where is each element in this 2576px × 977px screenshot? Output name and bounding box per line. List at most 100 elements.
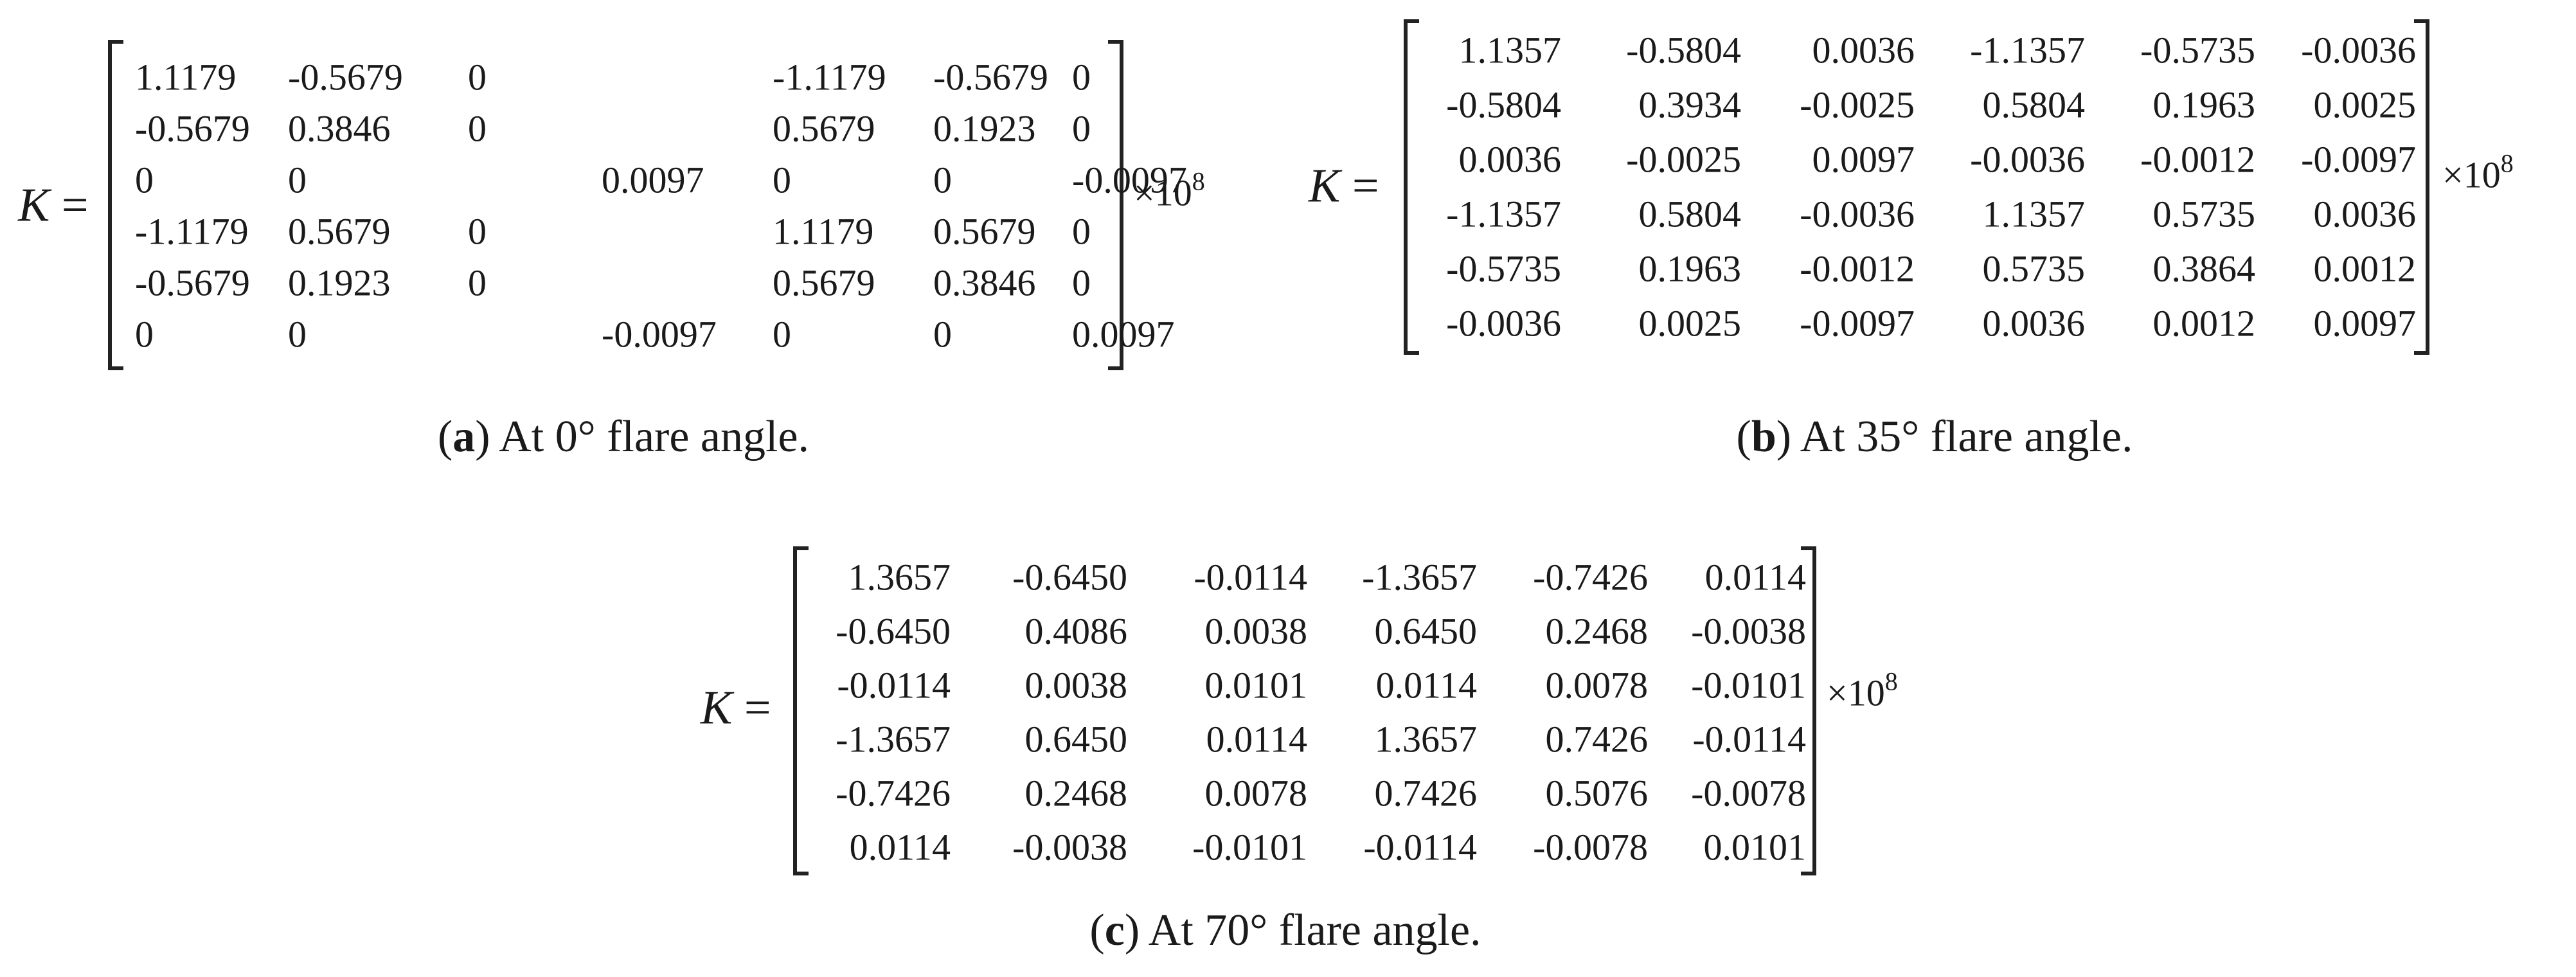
matrix-cell: 0.0097 bbox=[602, 159, 704, 201]
matrix-cell: -0.5679 bbox=[135, 262, 250, 304]
matrix-cell: -0.0097 bbox=[1800, 302, 1915, 345]
right-bracket bbox=[1801, 546, 1816, 875]
matrix-cell: 0.0101 bbox=[1703, 826, 1807, 868]
matrix-cell: 0.0036 bbox=[2313, 193, 2417, 235]
matrix-body: 1.3657 -0.6450 -0.0114 -1.3657 -0.7426 0.0114… bbox=[793, 546, 1816, 875]
matrix-cell: -0.5679 bbox=[135, 107, 250, 150]
matrix-cell: 0.1923 bbox=[933, 107, 1036, 150]
matrix-cell: 0 bbox=[135, 313, 154, 355]
k-equals-label: K = bbox=[18, 179, 89, 232]
matrix-cell: 1.1357 bbox=[1458, 29, 1562, 71]
matrix-grid: 1.1357 -0.5804 0.0036 -1.1357 -0.5735 -0.0036… bbox=[1404, 19, 2429, 355]
matrix-cell: -0.5804 bbox=[1446, 84, 1561, 126]
matrix-cell: -1.1179 bbox=[773, 56, 886, 98]
matrix-cell: 0.1923 bbox=[288, 262, 391, 304]
matrix-cell: -0.5679 bbox=[933, 56, 1048, 98]
matrix-cell: -0.0078 bbox=[1691, 772, 1806, 814]
matrix-cell: -0.0097 bbox=[602, 313, 717, 355]
caption-c: (c) At 70° flare angle. bbox=[1089, 906, 1481, 955]
matrix-cell: -0.5735 bbox=[1446, 247, 1561, 290]
matrix-cell: 0.0025 bbox=[2313, 84, 2417, 126]
matrix-cell: 0.0025 bbox=[1638, 302, 1742, 345]
matrix-cell: 1.3657 bbox=[1374, 718, 1478, 760]
matrix-cell: -0.0114 bbox=[837, 664, 951, 706]
matrix-cell: -1.3657 bbox=[836, 718, 951, 760]
matrix-cell: 0.0114 bbox=[849, 826, 951, 868]
matrix-cell: -1.1357 bbox=[1446, 193, 1561, 235]
matrix-cell: -0.7426 bbox=[836, 772, 951, 814]
matrix-cell: 0 bbox=[773, 159, 791, 201]
matrix-cell: 0.0114 bbox=[1704, 556, 1806, 598]
right-bracket bbox=[1108, 40, 1123, 370]
matrix-cell: -0.0097 bbox=[1072, 159, 1187, 201]
matrix-cell: 0 bbox=[1072, 56, 1091, 98]
matrix-cell: -0.0078 bbox=[1533, 826, 1648, 868]
matrix-cell: -0.5679 bbox=[288, 56, 403, 98]
matrix-cell: 0.3846 bbox=[288, 107, 391, 150]
matrix-cell: -0.0114 bbox=[1363, 826, 1477, 868]
matrix-cell: 0.7426 bbox=[1545, 718, 1649, 760]
matrix-panel-a: K = 1.1179 -0.5679 0 -1.1179 -0.5679 0 -0.5679… bbox=[0, 0, 1285, 488]
scale-factor: ×108 bbox=[2442, 148, 2514, 196]
matrix-cell: -0.0036 bbox=[1800, 193, 1915, 235]
scale-factor: ×108 bbox=[1827, 667, 1898, 714]
caption-a: (a) At 0° flare angle. bbox=[437, 412, 810, 462]
matrix-panel-c: K = 1.3657 -0.6450 -0.0114 -1.3657 -0.7426 0.… bbox=[681, 514, 1928, 977]
left-bracket bbox=[108, 40, 123, 370]
matrix-cell: -0.0012 bbox=[2140, 138, 2255, 181]
matrix-cell: 1.1179 bbox=[135, 56, 237, 98]
matrix-cell: 0.0097 bbox=[1812, 138, 1915, 181]
matrix-cell: 0.6450 bbox=[1374, 610, 1478, 652]
matrix-cell: -0.0036 bbox=[1970, 138, 2085, 181]
matrix-cell: -0.6450 bbox=[836, 610, 951, 652]
matrix-cell: 0.0036 bbox=[1982, 302, 2086, 345]
matrix-cell: 0 bbox=[1072, 210, 1091, 253]
matrix-cell: 0.7426 bbox=[1374, 772, 1478, 814]
matrix-cell: 0.0114 bbox=[1375, 664, 1477, 706]
matrix-cell: 0.0012 bbox=[2152, 302, 2256, 345]
matrix-cell: 0 bbox=[288, 313, 307, 355]
matrix-cell: 0.5735 bbox=[2152, 193, 2256, 235]
matrix-panel-b: K = 1.1357 -0.5804 0.0036 -1.1357 -0.5735 -0.… bbox=[1285, 0, 2576, 488]
matrix-cell: -0.5804 bbox=[1626, 29, 1741, 71]
matrix-cell: 0.5679 bbox=[773, 107, 875, 150]
matrix-cell: -0.0036 bbox=[2301, 29, 2416, 71]
matrix-cell: 0 bbox=[1072, 107, 1091, 150]
matrix-cell: -0.0114 bbox=[1194, 556, 1307, 598]
matrix-cell: 0.2468 bbox=[1545, 610, 1649, 652]
matrix-cell: 0.3934 bbox=[1638, 84, 1742, 126]
matrix-cell: -0.0038 bbox=[1012, 826, 1127, 868]
matrix-cell: 0 bbox=[135, 159, 154, 201]
matrix-cell: 0.0101 bbox=[1204, 664, 1308, 706]
matrix-cell: -1.3657 bbox=[1362, 556, 1477, 598]
matrix-cell: 0.5679 bbox=[773, 262, 875, 304]
matrix-cell: 0.6450 bbox=[1024, 718, 1128, 760]
matrix-cell: 0 bbox=[468, 56, 487, 98]
matrix-cell: 0.3864 bbox=[2152, 247, 2256, 290]
matrix-grid: 1.3657 -0.6450 -0.0114 -1.3657 -0.7426 0.0114… bbox=[793, 546, 1816, 875]
k-equals-label: K = bbox=[1309, 159, 1379, 213]
matrix-cell: 0.4086 bbox=[1024, 610, 1128, 652]
matrix-cell: 0 bbox=[773, 313, 791, 355]
matrix-cell: 0.0038 bbox=[1204, 610, 1308, 652]
matrix-cell: 1.3657 bbox=[848, 556, 951, 598]
left-bracket bbox=[1404, 19, 1419, 355]
matrix-cell: 0.1963 bbox=[2152, 84, 2256, 126]
matrix-cell: 0.0078 bbox=[1545, 664, 1649, 706]
matrix-cell: 0.3846 bbox=[933, 262, 1036, 304]
matrix-body: 1.1357 -0.5804 0.0036 -1.1357 -0.5735 -0.0036… bbox=[1404, 19, 2429, 355]
matrix-cell: 0.0038 bbox=[1024, 664, 1128, 706]
matrix-cell: 0 bbox=[933, 159, 952, 201]
matrix-cell: -0.0101 bbox=[1192, 826, 1307, 868]
matrix-cell: 0.0114 bbox=[1206, 718, 1307, 760]
matrix-cell: 0 bbox=[468, 210, 487, 253]
matrix-cell: -0.5735 bbox=[2140, 29, 2255, 71]
matrix-grid: 1.1179 -0.5679 0 -1.1179 -0.5679 0 -0.5679 0.38… bbox=[108, 40, 1187, 370]
matrix-cell: 0.5076 bbox=[1545, 772, 1649, 814]
matrix-cell: 0.5679 bbox=[933, 210, 1036, 253]
matrix-cell: 0.1963 bbox=[1638, 247, 1742, 290]
matrix-cell: 1.1357 bbox=[1982, 193, 2086, 235]
matrix-cell: -0.0025 bbox=[1626, 138, 1741, 181]
matrix-cell: 0 bbox=[933, 313, 952, 355]
k-equals-label: K = bbox=[701, 681, 771, 735]
